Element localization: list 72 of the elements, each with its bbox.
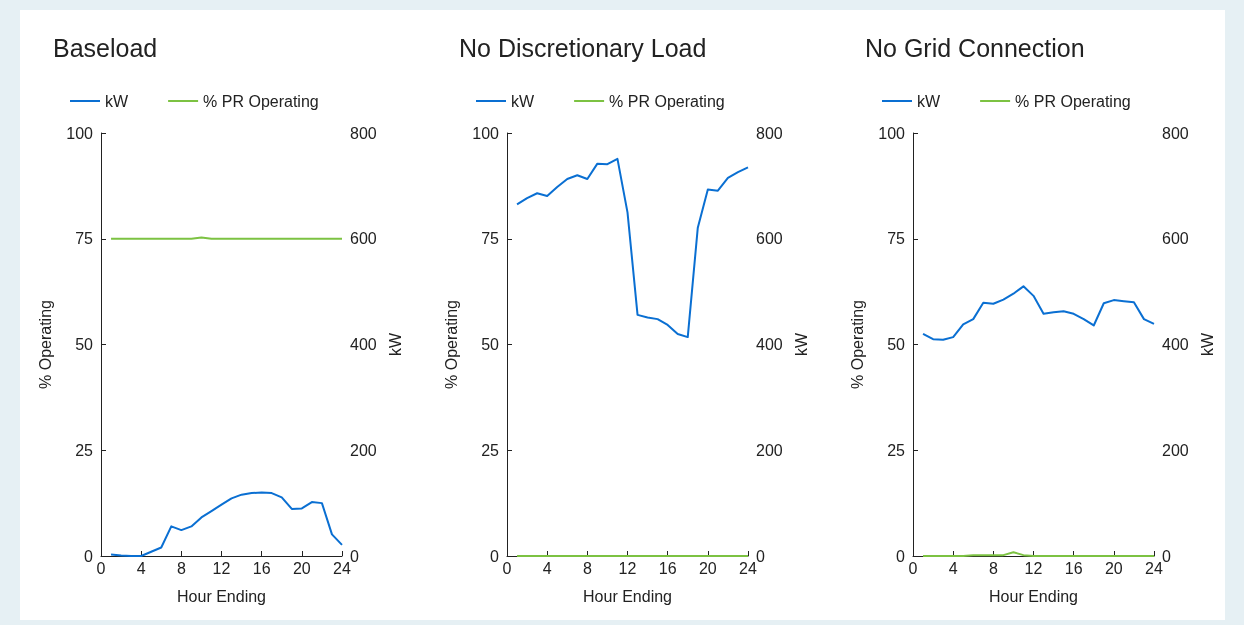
y-axis-title: % Operating [848, 300, 866, 389]
y-tick-label: 100 [66, 124, 94, 142]
x-tick-label: 4 [542, 559, 552, 577]
x-tick-label: 24 [739, 559, 757, 577]
x-axis-title: Hour Ending [989, 587, 1078, 605]
y2-tick-label: 800 [756, 124, 783, 142]
y2-tick-label: 400 [1162, 336, 1189, 353]
y-tick-label: 0 [490, 547, 500, 565]
y-tick-label: 0 [896, 547, 906, 565]
y-axis-title: % Operating [442, 300, 460, 389]
y2-tick-label: 0 [350, 547, 359, 565]
y2-axis-title: kW [793, 332, 811, 357]
x-tick-label: 12 [1024, 559, 1043, 577]
x-tick-label: 4 [136, 559, 146, 577]
x-tick-label: 0 [502, 559, 512, 577]
line-series [516, 157, 749, 339]
y2-axis-title: kW [1199, 332, 1217, 357]
legend-label: % PR Operating [1015, 92, 1131, 110]
chart-title: No Discretionary Load [459, 33, 707, 62]
x-tick-label: 24 [333, 559, 351, 577]
x-tick-label: 8 [582, 559, 592, 577]
legend-label: % PR Operating [203, 92, 319, 110]
x-tick-label: 0 [96, 559, 106, 577]
y2-tick-label: 0 [1162, 547, 1171, 565]
y2-tick-label: 600 [1162, 230, 1189, 248]
x-tick-label: 8 [176, 559, 186, 577]
x-tick-label: 20 [1104, 559, 1123, 577]
y-tick-label: 0 [84, 547, 94, 565]
x-tick-label: 16 [252, 559, 271, 577]
x-tick-label: 12 [618, 559, 637, 577]
y-tick-label: 100 [472, 124, 500, 142]
x-tick-label: 8 [988, 559, 998, 577]
legend-label: % PR Operating [609, 92, 725, 110]
line-series [110, 491, 343, 557]
y2-tick-label: 800 [1162, 124, 1189, 142]
y2-tick-label: 200 [350, 441, 377, 459]
x-axis-title: Hour Ending [583, 587, 672, 605]
x-tick-label: 20 [698, 559, 717, 577]
legend-label: kW [511, 92, 535, 110]
x-tick-label: 24 [1145, 559, 1163, 577]
y2-tick-label: 600 [756, 230, 783, 248]
y-tick-label: 75 [481, 230, 500, 248]
chart-title: Baseload [53, 33, 158, 62]
y2-tick-label: 400 [756, 336, 783, 353]
y2-tick-label: 0 [756, 547, 765, 565]
y-tick-label: 50 [481, 336, 500, 353]
y-tick-label: 50 [75, 336, 94, 353]
x-tick-label: 20 [292, 559, 311, 577]
y-axis-title: % Operating [36, 300, 54, 389]
legend-label: kW [917, 92, 941, 110]
y-tick-label: 75 [887, 230, 906, 248]
y-tick-label: 25 [75, 441, 94, 459]
x-tick-label: 0 [908, 559, 918, 577]
x-tick-label: 12 [212, 559, 231, 577]
y-tick-label: 50 [887, 336, 906, 353]
y2-axis-title: kW [387, 332, 405, 357]
y2-tick-label: 200 [756, 441, 783, 459]
y-tick-label: 75 [75, 230, 94, 248]
y2-tick-label: 200 [1162, 441, 1189, 459]
y-tick-label: 100 [878, 124, 906, 142]
legend-label: kW [105, 92, 129, 110]
x-tick-label: 16 [658, 559, 677, 577]
line-series [922, 285, 1155, 341]
y-tick-label: 25 [887, 441, 906, 459]
y2-tick-label: 400 [350, 336, 377, 353]
y2-tick-label: 600 [350, 230, 377, 248]
x-tick-label: 16 [1064, 559, 1083, 577]
x-tick-label: 4 [948, 559, 958, 577]
x-axis-title: Hour Ending [177, 587, 266, 605]
chart-title: No Grid Connection [865, 33, 1085, 62]
y2-tick-label: 800 [350, 124, 377, 142]
y-tick-label: 25 [481, 441, 500, 459]
